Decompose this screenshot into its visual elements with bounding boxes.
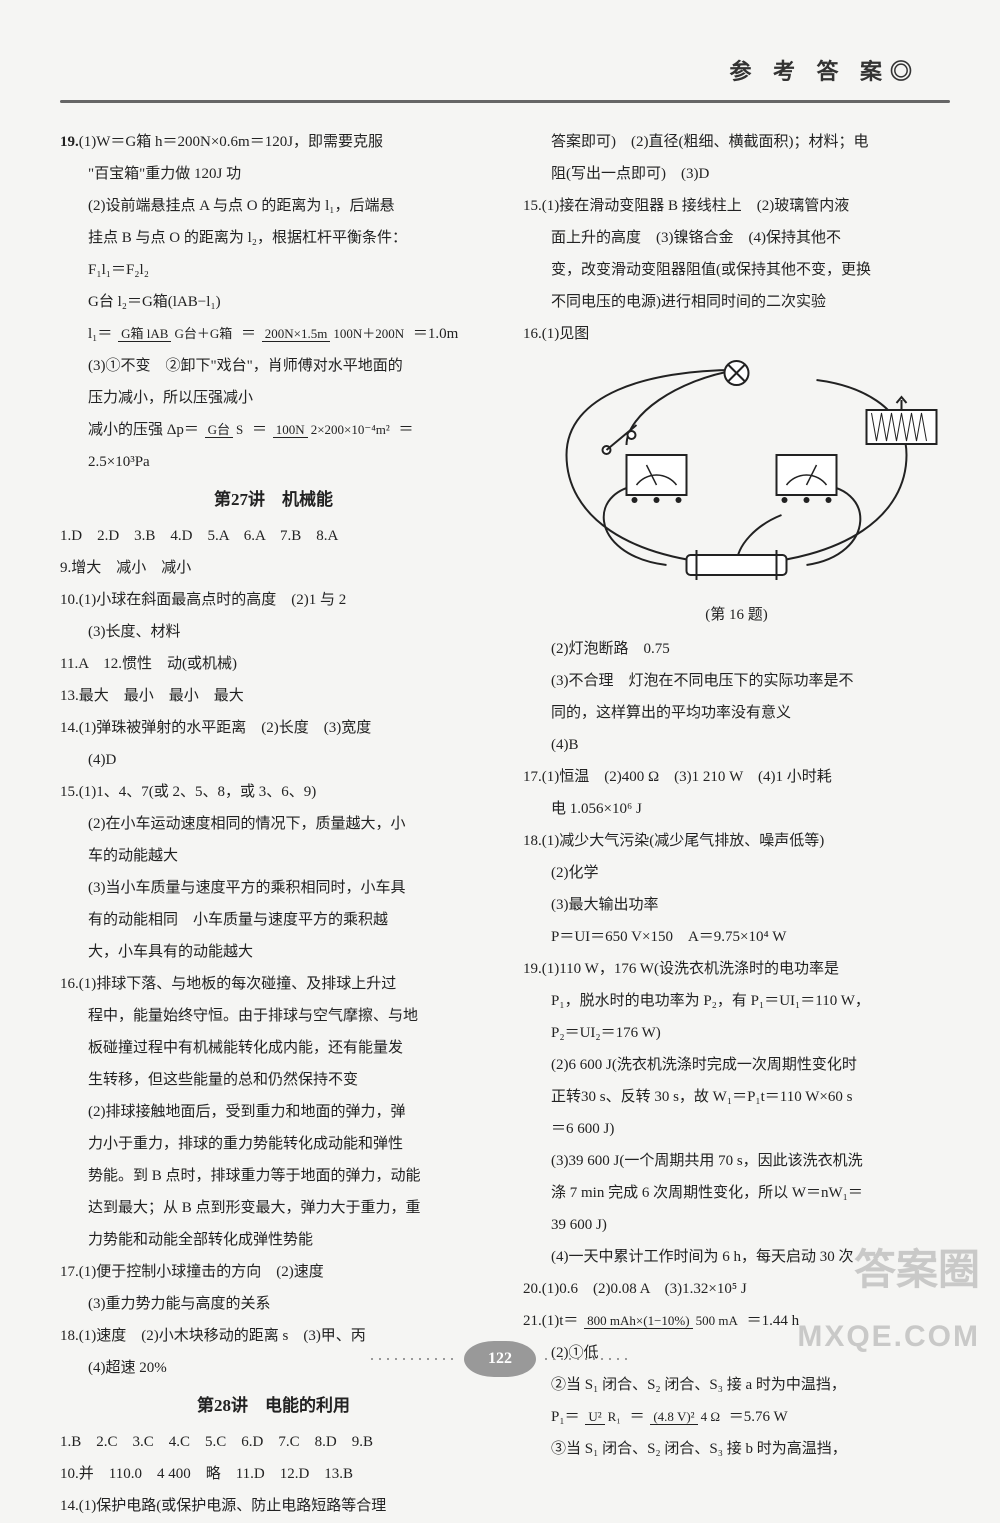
s27-a11: 11.A 12.惯性 动(或机械) (60, 649, 487, 679)
r-cont14-1: 答案即可) (2)直径(粗细、横截面积)；材料；电 (523, 127, 950, 157)
s28-a10: 10.并 110.0 4 400 略 11.D 12.D 13.B (60, 1459, 487, 1489)
r-a15-3: 变，改变滑动变阻器阻值(或保持其他不变，更换 (523, 255, 950, 285)
fraction: U²R₁ (585, 1410, 624, 1424)
q19-l10: 减小的压强 Δp＝ G台S ＝ 100N2×200×10⁻⁴m² ＝ (60, 415, 487, 445)
s27-a16-5: (2)排球接触地面后，受到重力和地面的弹力，弹 (60, 1097, 487, 1127)
s27-a16-4: 生转移，但这些能量的总和仍然保持不变 (60, 1065, 487, 1095)
watermark-url: MXQE.COM (797, 1307, 980, 1367)
q19-l3: (2)设前端悬挂点 A 与点 O 的距离为 l₁，后端悬 (60, 191, 487, 221)
r-a19-7: (3)39 600 J(一个周期共用 70 s，因此该洗衣机洗 (523, 1146, 950, 1176)
r-a21-5: ③当 S₁ 闭合、S₂ 闭合、S₃ 接 b 时为高温挡， (523, 1434, 950, 1464)
r-a15-1: 15.(1)接在滑动变阻器 B 接线柱上 (2)玻璃管内液 (523, 191, 950, 221)
s27-a16-3: 板碰撞过程中有机械能转化成内能，还有能量发 (60, 1033, 487, 1063)
q19-l1: 19.(1)W＝G箱 h＝200N×0.6m＝120J，即需要克服 (60, 127, 487, 157)
r-a19-5: 正转30 s、反转 30 s，故 W₁＝P₁t＝110 W×60 s (523, 1082, 950, 1112)
s27-a14-1: 14.(1)弹珠被弹射的水平距离 (2)长度 (3)宽度 (60, 713, 487, 743)
s27-a15-2: (2)在小车运动速度相同的情况下，质量越大，小 (60, 809, 487, 839)
s27-a15-4: (3)当小车质量与速度平方的乘积相同时，小车具 (60, 873, 487, 903)
rheostat-icon (867, 397, 937, 444)
r-a16-3b: 同的，这样算出的平均功率没有意义 (523, 698, 950, 728)
q19-l11: 2.5×10³Pa (60, 447, 487, 477)
r-a19-1: 19.(1)110 W，176 W(设洗衣机洗涤时的电功率是 (523, 954, 950, 984)
voltmeter-icon (777, 455, 837, 503)
r-a17-1: 17.(1)恒温 (2)400 Ω (3)1 210 W (4)1 小时耗 (523, 762, 950, 792)
section-28-title: 第28讲 电能的利用 (60, 1389, 487, 1423)
bulb-icon (725, 361, 749, 385)
figure-caption: (第 16 题) (523, 600, 950, 630)
watermark-logo: 答案圈 (854, 1228, 980, 1312)
page-header: 参 考 答 案◎ (60, 50, 950, 94)
fraction: 200N×1.5m100N＋200N (262, 327, 407, 341)
header-title: 参 考 答 案◎ (729, 59, 920, 84)
q19-l2: "百宝箱"重力做 120J 功 (60, 159, 487, 189)
s27-a10-1: 10.(1)小球在斜面最高点时的高度 (2)1 与 2 (60, 585, 487, 615)
page-number: 122 (464, 1341, 536, 1377)
r-a19-8: 涤 7 min 完成 6 次周期性变化，所以 W＝nW₁＝ (523, 1178, 950, 1208)
r-a18-3: (3)最大输出功率 (523, 890, 950, 920)
r-a15-4: 不同电压的电源)进行相同时间的二次实验 (523, 287, 950, 317)
section-27-title: 第27讲 机械能 (60, 483, 487, 517)
s27-a15-1: 15.(1)1、4、7(或 2、5、8，或 3、6、9) (60, 777, 487, 807)
fraction: (4.8 V)²4 Ω (650, 1410, 723, 1424)
r-a17-2: 电 1.056×10⁶ J (523, 794, 950, 824)
s27-a9: 9.增大 减小 减小 (60, 553, 487, 583)
q19-l4: 挂点 B 与点 O 的距离为 l₂，根据杠杆平衡条件： (60, 223, 487, 253)
header-rule (60, 100, 950, 103)
r-a19-4: (2)6 600 J(洗衣机洗涤时完成一次周期性变化时 (523, 1050, 950, 1080)
s27-a16-8: 达到最大；从 B 点到形变最大，弹力大于重力，重 (60, 1193, 487, 1223)
r-cont14-2: 阻(写出一点即可) (3)D (523, 159, 950, 189)
s27-a17-1: 17.(1)便于控制小球撞击的方向 (2)速度 (60, 1257, 487, 1287)
s27-a1: 1.D 2.D 3.B 4.D 5.A 6.A 7.B 8.A (60, 521, 487, 551)
q19-l6: G台 l₂＝G箱(lAB−l₁) (60, 287, 487, 317)
fraction: 800 mAh×(1−10%)500 mA (584, 1314, 741, 1328)
fraction: G台S (205, 423, 247, 437)
r-a15-2: 面上升的高度 (3)镍铬合金 (4)保持其他不 (523, 223, 950, 253)
q19-l5: F₁l₁＝F₂l₂ (60, 255, 487, 285)
s27-a15-6: 大，小车具有的动能越大 (60, 937, 487, 967)
left-column: 19.(1)W＝G箱 h＝200N×0.6m＝120J，即需要克服 "百宝箱"重… (60, 127, 487, 1523)
s27-a17-2: (3)重力势力能与高度的关系 (60, 1289, 487, 1319)
r-a18-2: (2)化学 (523, 858, 950, 888)
q19-l9: 压力减小，所以压强减小 (60, 383, 487, 413)
fraction: 100N2×200×10⁻⁴m² (273, 423, 393, 437)
r-a18-4: P＝UI＝650 V×150 A＝9.75×10⁴ W (523, 922, 950, 952)
r-a16-4: (4)B (523, 730, 950, 760)
s27-a16-7: 势能。到 B 点时，排球重力等于地面的弹力，动能 (60, 1161, 487, 1191)
fraction: G箱 lABG台＋G箱 (118, 327, 235, 341)
r-a16-head: 16.(1)见图 (523, 319, 950, 349)
ammeter-icon (627, 455, 687, 503)
s27-a13: 13.最大 最小 最小 最大 (60, 681, 487, 711)
s27-a15-3: 车的动能越大 (60, 841, 487, 871)
switch-icon (603, 425, 637, 454)
r-a19-2: P₁，脱水时的电功率为 P₂，有 P₁＝UI₁＝110 W， (523, 986, 950, 1016)
r-a19-6: ＝6 600 J) (523, 1114, 950, 1144)
s27-a16-9: 力势能和动能全部转化成弹性势能 (60, 1225, 487, 1255)
circuit-diagram (523, 355, 950, 585)
s28-a14: 14.(1)保护电路(或保护电源、防止电路短路等合理 (60, 1491, 487, 1521)
r-a16-3a: (3)不合理 灯泡在不同电压下的实际功率是不 (523, 666, 950, 696)
r-a18-1: 18.(1)减少大气污染(减少尾气排放、噪声低等) (523, 826, 950, 856)
q19-l7: l₁＝ G箱 lABG台＋G箱 ＝ 200N×1.5m100N＋200N ＝1.… (60, 319, 487, 349)
s27-a10-2: (3)长度、材料 (60, 617, 487, 647)
s27-a16-6: 力小于重力，排球的重力势能转化成动能和弹性 (60, 1129, 487, 1159)
q19-l8: (3)①不变 ②卸下"戏台"，肖师傅对水平地面的 (60, 351, 487, 381)
s27-a16-1: 16.(1)排球下落、与地板的每次碰撞、及排球上升过 (60, 969, 487, 999)
s28-a1: 1.B 2.C 3.C 4.C 5.C 6.D 7.C 8.D 9.B (60, 1427, 487, 1457)
r-a19-3: P₂＝UI₂＝176 W) (523, 1018, 950, 1048)
s27-a14-2: (4)D (60, 745, 487, 775)
s27-a15-5: 有的动能相同 小车质量与速度平方的乘积越 (60, 905, 487, 935)
s27-a16-2: 程中，能量始终守恒。由于排球与空气摩擦、与地 (60, 1001, 487, 1031)
r-a16-2: (2)灯泡断路 0.75 (523, 634, 950, 664)
